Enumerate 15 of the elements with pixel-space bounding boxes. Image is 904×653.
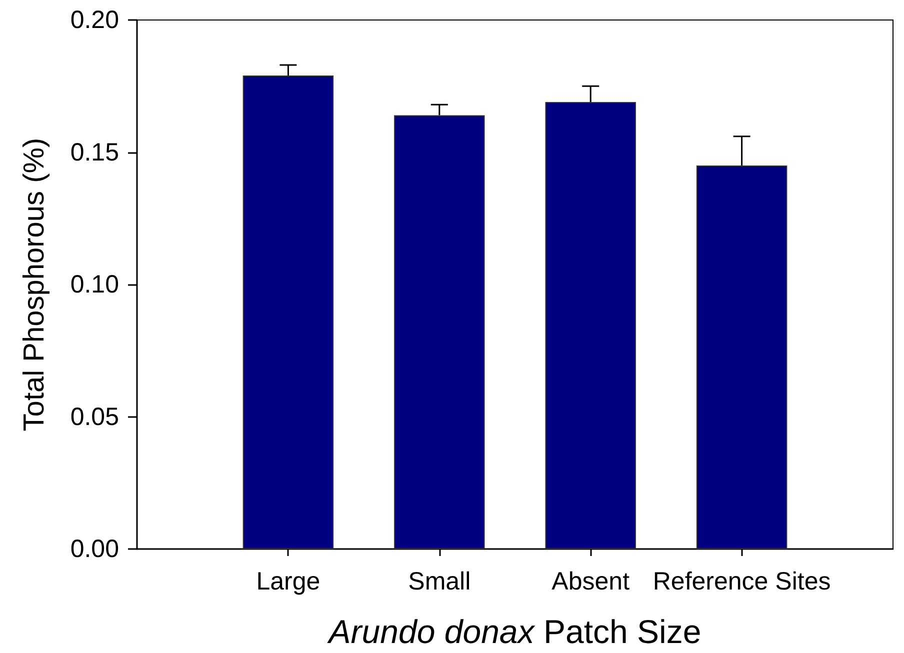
x-tick-label: Absent [552,568,630,596]
y-tick-label: 0.00 [70,535,119,563]
x-tick-label: Reference Sites [652,568,831,596]
bar [696,165,788,549]
bar [242,76,334,549]
y-tick-label: 0.10 [70,270,119,298]
y-tick-label: 0.05 [70,402,119,431]
y-axis-title: Total Phosphorous (%) [18,138,50,432]
y-tick-label: 0.15 [70,138,119,166]
x-tick-label: Small [408,568,471,596]
x-tick-label: Large [256,568,320,596]
x-axis-title: Arundo donax Patch Size [326,613,702,650]
bar [394,115,485,549]
y-tick-label: 0.20 [70,6,119,34]
bar [545,102,636,549]
